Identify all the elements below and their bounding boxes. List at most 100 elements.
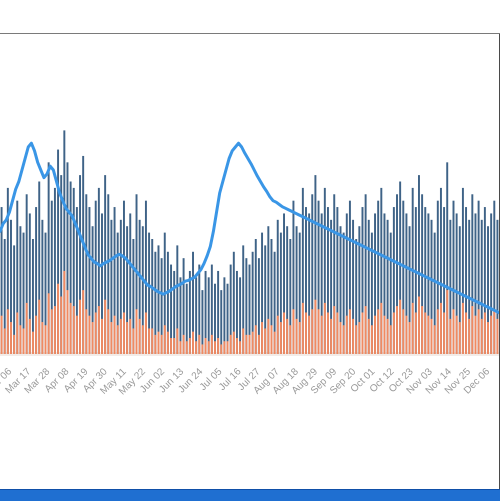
bar-total — [207, 277, 210, 354]
bar-part — [226, 341, 229, 354]
bar-part — [496, 318, 499, 354]
bar-part — [129, 318, 132, 354]
bar-total — [305, 207, 307, 354]
bar-part — [179, 341, 182, 354]
bar-total — [392, 207, 395, 354]
bar-part — [47, 293, 50, 354]
bar-total — [79, 175, 82, 354]
bar-part — [195, 341, 198, 354]
bar-part — [323, 302, 326, 354]
bar-part — [364, 306, 367, 354]
bar-total — [166, 251, 169, 354]
bar-total — [311, 194, 314, 354]
bar-total — [135, 194, 138, 354]
bar-part — [214, 341, 216, 354]
bar-part — [286, 318, 289, 354]
bar-part — [261, 322, 264, 354]
bar-part — [60, 296, 63, 354]
bar-part — [28, 318, 31, 354]
bar-total — [430, 219, 433, 354]
bar-part — [101, 318, 103, 354]
bar-total — [220, 290, 223, 354]
bar-part — [468, 318, 471, 354]
bar-part — [283, 312, 285, 354]
bar-total — [22, 232, 25, 354]
bar-part — [232, 331, 235, 354]
bar-total — [414, 207, 417, 354]
bar-total — [330, 219, 333, 354]
bar-total — [370, 232, 373, 354]
bar-total — [229, 264, 232, 354]
bar-total — [408, 226, 411, 354]
bar-total — [47, 162, 50, 354]
bar-part — [427, 315, 430, 354]
bar-total — [257, 258, 260, 354]
bar-total — [396, 194, 398, 354]
bar-part — [455, 315, 458, 354]
bar-total — [471, 194, 474, 354]
bar-part — [449, 318, 452, 354]
bar-total — [91, 226, 94, 354]
bar-total — [427, 213, 430, 354]
bar-part — [166, 331, 169, 354]
bar-part — [138, 318, 141, 354]
bar-part — [235, 338, 238, 354]
bar-total — [110, 219, 113, 354]
bar-part — [50, 309, 53, 354]
bar-total — [0, 207, 3, 354]
bar-part — [160, 334, 163, 354]
bar-part — [104, 299, 107, 354]
bar-total — [38, 181, 41, 354]
bar-total — [75, 207, 78, 354]
bar-total — [19, 226, 22, 354]
bar-part — [402, 309, 405, 354]
bar-total — [386, 219, 389, 354]
bar-part — [245, 334, 248, 354]
bar-part — [358, 322, 361, 354]
bar-part — [0, 315, 3, 354]
bar-part — [317, 309, 320, 354]
bar-part — [69, 302, 72, 354]
bar-total — [113, 207, 116, 354]
bar-part — [439, 302, 442, 354]
bar-part — [314, 299, 317, 354]
bar-total — [151, 239, 154, 354]
bar-total — [129, 213, 132, 354]
bar-part — [308, 315, 311, 354]
bar-total — [176, 245, 179, 354]
bar-part — [399, 299, 402, 354]
bar-total — [480, 219, 483, 354]
bar-part — [148, 328, 151, 354]
bar-total — [336, 207, 339, 354]
bar-total — [433, 232, 436, 354]
bar-part — [471, 306, 474, 354]
bar-part — [380, 302, 383, 354]
bar-part — [333, 306, 336, 354]
bar-total — [436, 200, 439, 354]
bar-total — [458, 226, 461, 354]
bar-total — [308, 213, 311, 354]
bar-part — [483, 312, 486, 354]
bar-part — [19, 325, 22, 354]
bar-total — [10, 219, 12, 354]
bar-part — [342, 325, 345, 354]
bar-part — [458, 322, 461, 354]
bar-total — [361, 207, 364, 354]
bar-part — [339, 322, 342, 354]
bar-part — [188, 338, 191, 354]
bar-total — [358, 226, 361, 354]
bar-part — [135, 309, 138, 354]
bar-total — [314, 175, 317, 354]
bar-part — [198, 334, 201, 354]
bar-total — [69, 181, 72, 354]
bar-total — [210, 264, 213, 354]
bar-part — [264, 328, 267, 354]
bar-total — [31, 239, 34, 354]
bar-part — [144, 312, 147, 354]
bar-part — [295, 318, 298, 354]
bar-part — [490, 315, 493, 354]
bar-part — [480, 318, 483, 354]
bar-total — [226, 283, 229, 354]
bar-part — [173, 338, 176, 354]
